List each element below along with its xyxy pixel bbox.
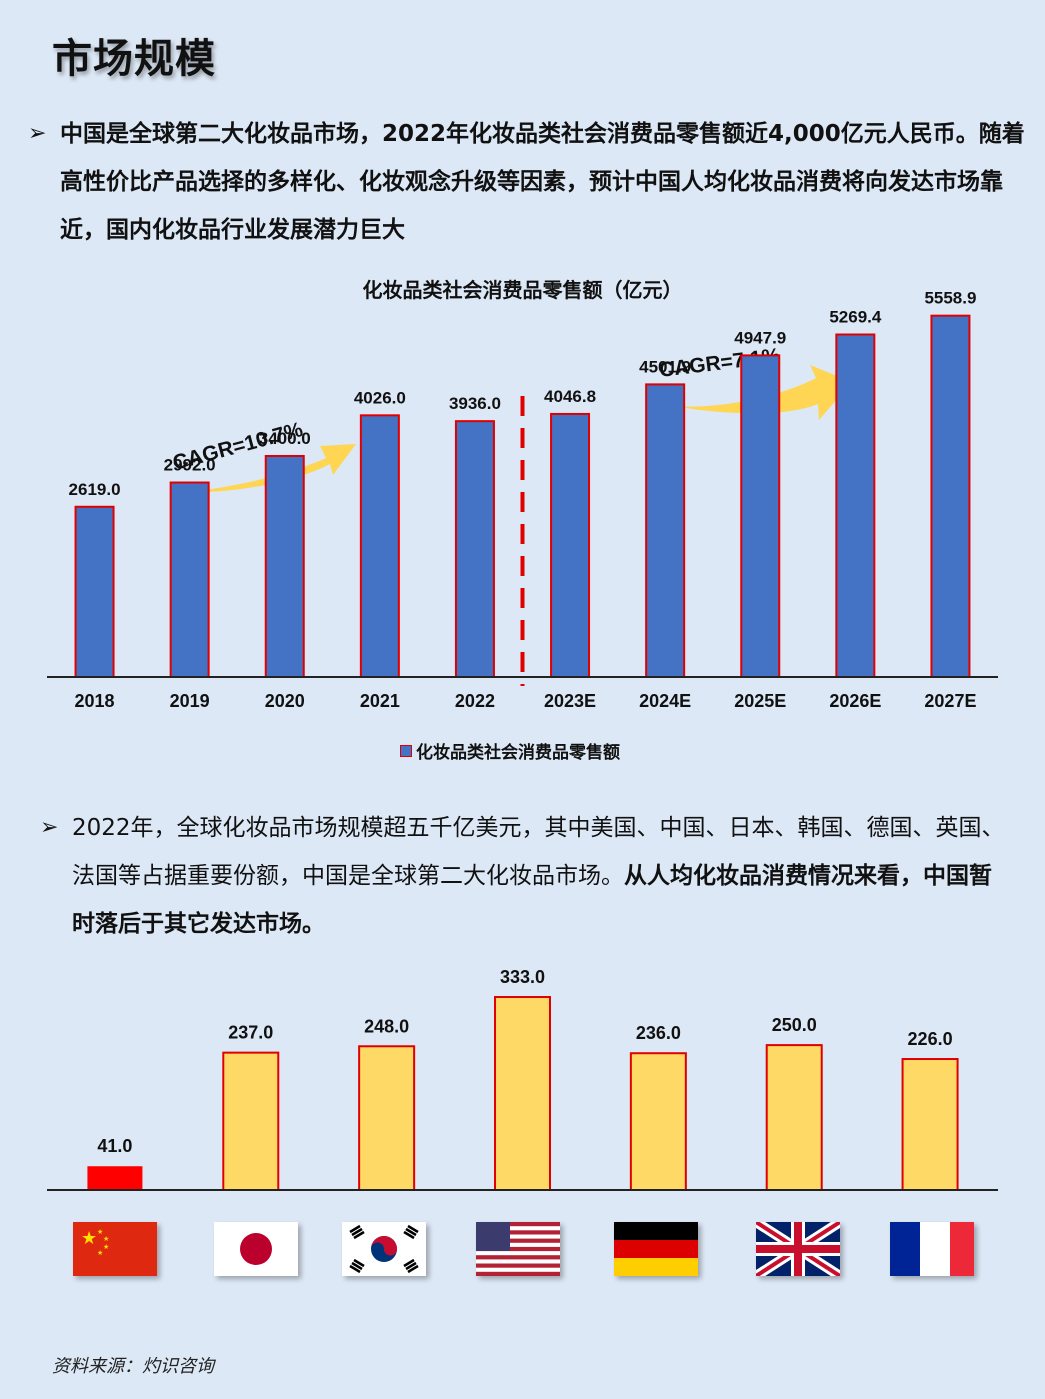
germany-flag-icon xyxy=(614,1222,698,1276)
bar xyxy=(901,1058,959,1191)
svg-text:★: ★ xyxy=(103,1235,109,1243)
data-label: 5269.4 xyxy=(829,307,882,326)
bar xyxy=(222,1051,280,1192)
korea-flag-icon xyxy=(342,1222,426,1276)
global-text: 2022年，全球化妆品市场规模超五千亿美元，其中美国、中国、日本、韩国、德国、英… xyxy=(72,815,1005,889)
bar xyxy=(930,314,971,678)
data-label: 333.0 xyxy=(500,967,545,987)
bar xyxy=(629,1052,687,1192)
global-bullet: ➢ 2022年，全球化妆品市场规模超五千亿美元，其中美国、中国、日本、韩国、德国… xyxy=(40,804,1012,948)
tick-label: 2022 xyxy=(455,691,495,711)
retail-chart-legend: 化妆品类社会消费品零售额 xyxy=(400,738,620,763)
tick-label: 2019 xyxy=(170,691,210,711)
data-label: 5558.9 xyxy=(924,289,976,308)
bar xyxy=(74,505,115,679)
usa-flag-icon xyxy=(476,1222,560,1276)
tick-label: 2027E xyxy=(924,691,976,711)
data-label: 41.0 xyxy=(97,1136,132,1156)
data-label: 237.0 xyxy=(228,1023,273,1043)
legend-label: 化妆品类社会消费品零售额 xyxy=(416,743,620,763)
uk-flag-icon xyxy=(756,1222,840,1276)
data-label: 250.0 xyxy=(772,1015,817,1035)
data-label: 236.0 xyxy=(636,1023,681,1043)
source-note: 资料来源：灼识咨询 xyxy=(52,1356,214,1377)
tick-label: 2018 xyxy=(75,691,115,711)
bullet-arrow-icon: ➢ xyxy=(28,121,47,146)
data-label: 4947.9 xyxy=(734,328,786,347)
japan-flag-icon xyxy=(214,1222,298,1276)
cagr-arrow-icon xyxy=(673,365,852,420)
bullet-arrow-icon: ➢ xyxy=(40,815,59,840)
tick-label: 2023E xyxy=(544,691,596,711)
legend-swatch xyxy=(400,744,412,757)
data-label: 4046.8 xyxy=(544,387,596,406)
tick-label: 2021 xyxy=(360,691,400,711)
data-label: 226.0 xyxy=(908,1029,953,1049)
bar xyxy=(494,996,551,1191)
svg-text:★: ★ xyxy=(97,1249,103,1257)
intro-bullet: ➢ 中国是全球第二大化妆品市场，2022年化妆品类社会消费品零售额近4,000亿… xyxy=(28,110,1028,254)
bar xyxy=(359,414,400,678)
data-label: 4501.9 xyxy=(639,357,691,376)
retail-chart-title: 化妆品类社会消费品零售额（亿元） xyxy=(362,278,683,302)
bar xyxy=(454,420,495,678)
bar xyxy=(87,1166,143,1190)
france-flag-icon xyxy=(890,1222,974,1276)
intro-text: 中国是全球第二大化妆品市场，2022年化妆品类社会消费品零售额近4,000亿元人… xyxy=(60,121,1025,243)
china-flag-icon: ★ ★ ★ ★ ★ xyxy=(73,1222,157,1276)
svg-text:★: ★ xyxy=(97,1228,103,1236)
tick-label: 2025E xyxy=(734,691,786,711)
svg-text:★: ★ xyxy=(81,1228,97,1249)
bar xyxy=(264,455,305,678)
svg-text:★: ★ xyxy=(103,1243,109,1251)
bar xyxy=(765,1044,823,1191)
bar xyxy=(740,354,781,678)
tick-label: 2020 xyxy=(265,691,305,711)
data-label: 248.0 xyxy=(364,1016,409,1036)
data-label: 2992.0 xyxy=(164,456,216,475)
data-label: 3936.0 xyxy=(449,394,501,413)
data-label: 4026.0 xyxy=(354,388,406,407)
bar xyxy=(550,412,591,678)
bar xyxy=(358,1045,416,1192)
global-text-bold: 从人均化妆品消费情况来看，中国暂时落后于其它发达市场。 xyxy=(72,863,992,937)
bar xyxy=(169,481,210,678)
tick-label: 2024E xyxy=(639,691,691,711)
page-title: 市场规模 xyxy=(52,36,216,82)
data-label: 2619.0 xyxy=(69,480,121,499)
data-label: 3400.0 xyxy=(259,429,311,448)
tick-label: 2026E xyxy=(829,691,881,711)
